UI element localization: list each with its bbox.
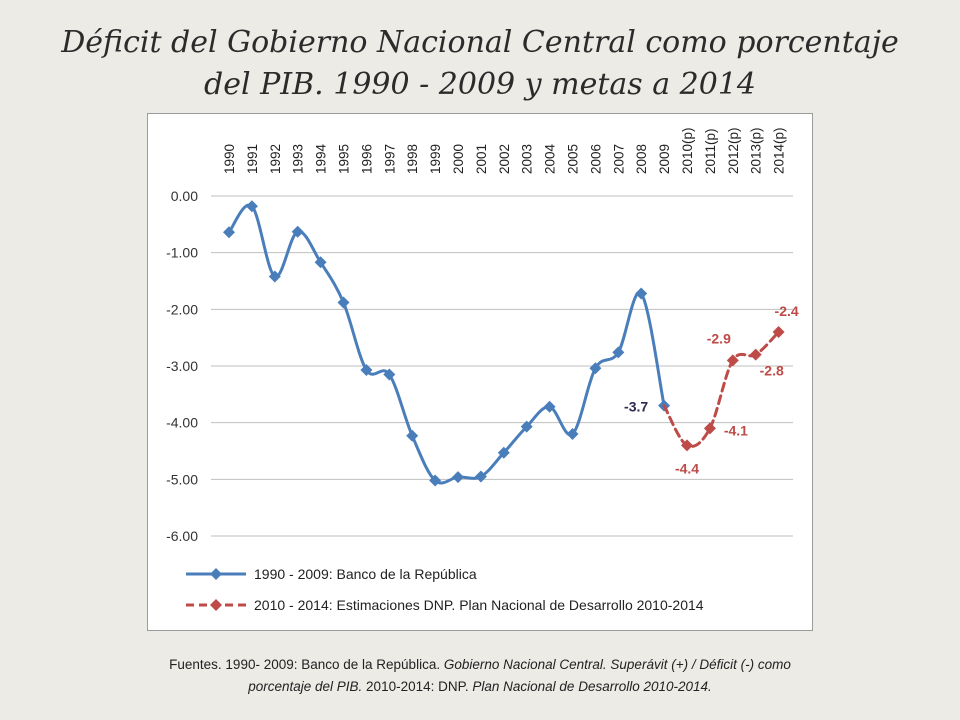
- x-tick-label: 1993: [291, 144, 306, 174]
- data-point-banco: [360, 363, 373, 376]
- data-point-dnp: [681, 439, 693, 452]
- source-text-2: Gobierno Nacional Central. Superávit (+)…: [443, 657, 791, 672]
- legend-label: 1990 - 2009: Banco de la República: [254, 566, 477, 582]
- data-point-banco: [337, 296, 350, 309]
- x-tick-label: 1999: [428, 144, 443, 174]
- data-point-banco: [589, 362, 602, 375]
- x-tick-label: 1998: [405, 144, 420, 174]
- data-label: -2.4: [775, 303, 799, 319]
- legend-label: 2010 - 2014: Estimaciones DNP. Plan Naci…: [254, 597, 704, 613]
- x-tick-label: 2007: [611, 144, 626, 174]
- x-tick-label: 2001: [474, 144, 489, 174]
- data-point-dnp: [703, 422, 716, 435]
- legend-marker: [210, 568, 222, 580]
- source-text-4: 2010-2014: DNP.: [362, 679, 473, 694]
- x-tick-label: 1995: [337, 144, 352, 174]
- data-point-banco: [291, 225, 304, 238]
- data-point-banco: [543, 400, 556, 413]
- x-tick-label: 1992: [268, 144, 283, 174]
- source-text-1: Fuentes. 1990- 2009: Banco de la Repúbli…: [169, 657, 444, 672]
- source-note: Fuentes. 1990- 2009: Banco de la Repúbli…: [80, 654, 880, 698]
- x-tick-label: 2003: [520, 144, 535, 174]
- data-point-banco: [406, 429, 419, 442]
- data-point-dnp: [772, 326, 785, 338]
- y-tick-label: -5.00: [166, 471, 198, 487]
- data-point-banco: [635, 287, 648, 300]
- x-tick-label: 1990: [222, 144, 237, 174]
- source-text-5: Plan Nacional de Desarrollo 2010-2014.: [472, 679, 712, 694]
- x-tick-label: 1997: [382, 144, 397, 174]
- data-point-banco: [497, 446, 510, 459]
- y-tick-label: 0.00: [171, 188, 198, 204]
- x-tick-label: 2006: [588, 144, 603, 174]
- x-tick-label: 1991: [245, 144, 260, 174]
- data-point-banco: [612, 346, 625, 359]
- x-tick-label: 2013(p): [749, 127, 764, 174]
- x-tick-label: 2012(p): [726, 127, 741, 174]
- data-point-banco: [223, 226, 235, 239]
- y-tick-label: -4.00: [166, 415, 198, 431]
- data-point-banco: [314, 256, 327, 269]
- data-point-dnp: [726, 354, 739, 367]
- x-tick-label: 2000: [451, 144, 466, 174]
- x-tick-label: 2014(p): [772, 127, 787, 174]
- data-point-banco: [383, 368, 396, 381]
- data-label: -3.7: [624, 399, 648, 415]
- x-tick-label: 2004: [543, 143, 558, 174]
- chart-area: 0.00 -1.00 -2.00 -3.00 -4.00 -5.00 -6.00 1990 19…: [147, 113, 813, 631]
- y-tick-label: -3.00: [166, 358, 198, 374]
- data-point-banco: [429, 474, 442, 487]
- line-chart: 0.00 -1.00 -2.00 -3.00 -4.00 -5.00 -6.00 1990 19…: [166, 127, 799, 613]
- data-point-banco: [520, 420, 533, 433]
- x-tick-label: 2002: [497, 144, 512, 174]
- chart-title-line-2: del PIB. 1990 - 2009 y metas a 2014: [203, 67, 756, 102]
- data-point-banco: [452, 471, 464, 484]
- y-tick-label: -1.00: [166, 245, 198, 261]
- data-point-dnp: [749, 348, 762, 361]
- data-point-banco: [566, 428, 579, 440]
- series-line-dnp-estimaciones: [662, 330, 781, 448]
- legend-marker: [210, 599, 222, 611]
- x-tick-label: 2005: [566, 144, 581, 174]
- chart-title: Déficit del Gobierno Nacional Central co…: [40, 22, 920, 106]
- y-tick-label: -6.00: [166, 528, 198, 544]
- data-label: -4.4: [675, 460, 699, 476]
- x-tick-label: 2009: [657, 144, 672, 174]
- series-line-banco-republica: [227, 203, 666, 485]
- x-tick-label: 1994: [314, 143, 329, 174]
- source-text-3: porcentaje del PIB.: [248, 679, 363, 694]
- x-tick-label: 2008: [634, 144, 649, 174]
- chart-title-line-1: Déficit del Gobierno Nacional Central co…: [61, 25, 899, 60]
- x-tick-label: 2010(p): [680, 127, 695, 174]
- data-label: -4.1: [724, 422, 748, 438]
- data-label: -2.9: [707, 330, 731, 346]
- y-tick-label: -2.00: [166, 301, 198, 317]
- data-point-banco: [474, 470, 487, 483]
- x-tick-label: 1996: [359, 144, 374, 174]
- data-point-banco: [245, 200, 258, 213]
- data-point-banco: [268, 270, 281, 283]
- data-label: -2.8: [760, 363, 784, 379]
- x-tick-label: 2011(p): [703, 128, 718, 174]
